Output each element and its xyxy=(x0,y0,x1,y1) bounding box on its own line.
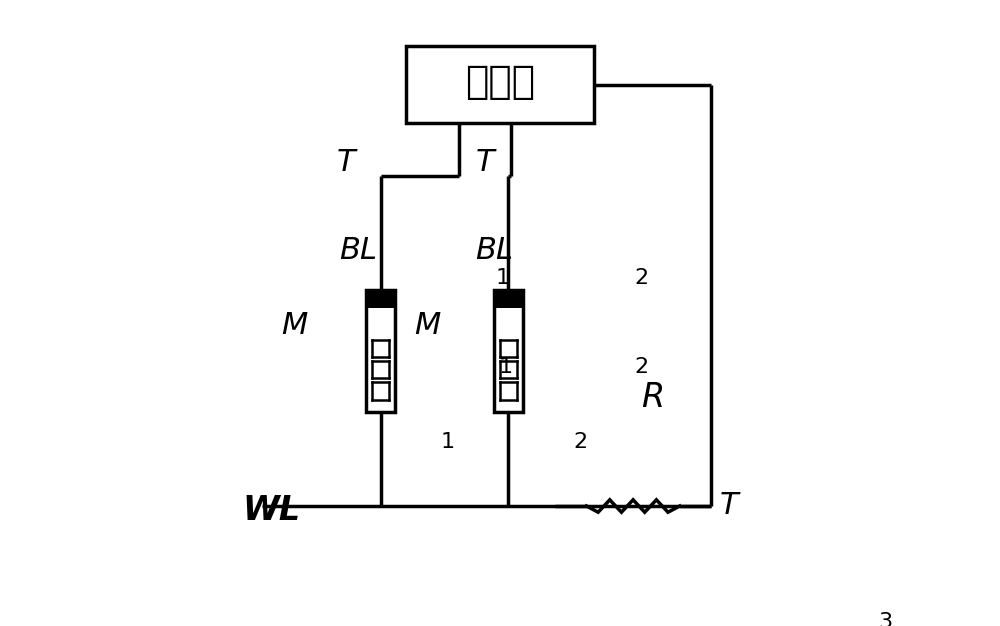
Text: 控制器: 控制器 xyxy=(465,63,535,101)
Text: $M$: $M$ xyxy=(281,311,308,340)
Text: $T$: $T$ xyxy=(336,148,359,177)
Bar xyxy=(494,290,523,308)
Text: $BL$: $BL$ xyxy=(339,236,377,265)
Text: $3$: $3$ xyxy=(878,612,892,626)
Bar xyxy=(494,290,523,412)
Text: $M$: $M$ xyxy=(414,311,442,340)
Text: $1$: $1$ xyxy=(495,268,509,288)
Text: $2$: $2$ xyxy=(634,357,648,377)
Text: $2$: $2$ xyxy=(573,432,587,452)
Text: $R$: $R$ xyxy=(641,381,663,414)
Text: $1$: $1$ xyxy=(498,357,512,377)
Text: $T$: $T$ xyxy=(719,491,742,520)
Text: $BL$: $BL$ xyxy=(475,236,513,265)
Text: $2$: $2$ xyxy=(634,268,648,288)
Text: WL: WL xyxy=(242,494,300,527)
Text: $1$: $1$ xyxy=(440,432,454,452)
Bar xyxy=(366,290,395,308)
Text: $T$: $T$ xyxy=(475,148,498,177)
Bar xyxy=(406,46,594,123)
Bar xyxy=(366,290,395,412)
